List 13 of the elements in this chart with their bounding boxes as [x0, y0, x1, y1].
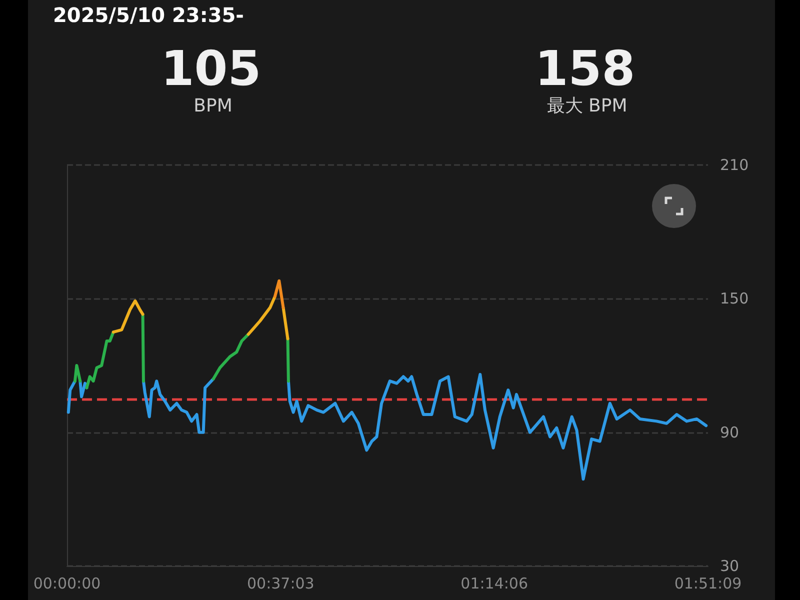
y-tick-label: 90	[720, 423, 740, 442]
y-tick-label: 150	[720, 290, 749, 308]
y-tick-label: 210	[720, 156, 749, 174]
x-tick-label: 01:51:09	[674, 574, 742, 592]
x-tick-label: 00:37:03	[246, 574, 314, 592]
text: 105	[160, 41, 262, 97]
x-tick-label: 01:14:06	[460, 574, 528, 592]
text: 最大 BPM	[546, 96, 628, 116]
chart-title: 2025/5/10 23:35-	[53, 3, 244, 27]
text: 158	[534, 41, 636, 97]
y-tick-label: 30	[720, 557, 740, 575]
x-tick-label: 00:00:00	[33, 574, 101, 592]
text: BPM	[194, 96, 232, 116]
